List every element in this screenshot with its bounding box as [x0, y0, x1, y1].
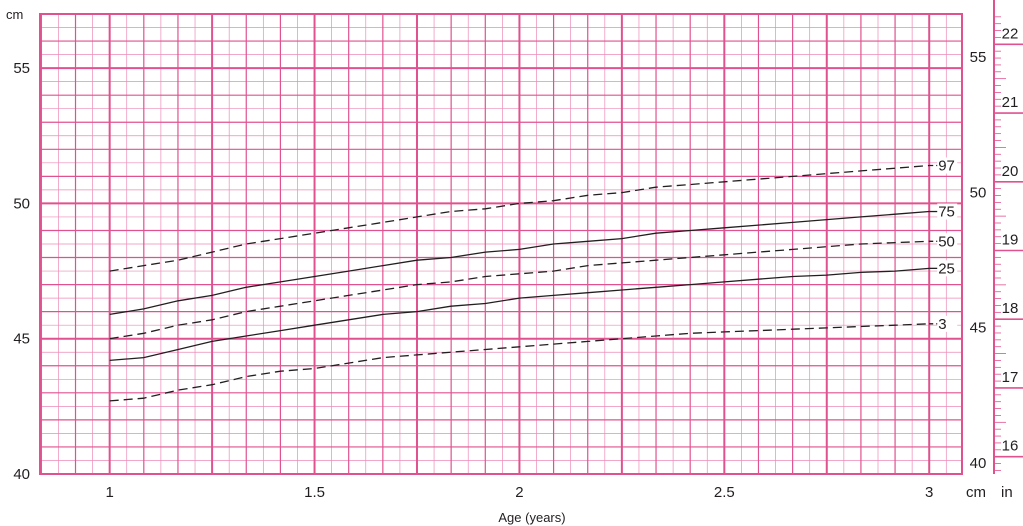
y-tick-label-left: 50 — [13, 195, 30, 212]
y-tick-label-right-in: 21 — [1002, 94, 1019, 111]
y-tick-label-right-cm: 55 — [970, 49, 987, 66]
y-tick-label-left: 45 — [13, 331, 30, 348]
percentile-label-75: 75 — [938, 204, 955, 221]
percentile-label-50: 50 — [938, 233, 955, 250]
percentile-lines: 97 75 50 25 3 — [109, 157, 958, 402]
y-tick-label-right-in: 16 — [1002, 438, 1019, 455]
minor-gridlines — [40, 14, 1023, 474]
y-tick-label-right-in: 18 — [1002, 300, 1019, 317]
major-gridlines — [39, 0, 995, 475]
percentile-line-75 — [109, 210, 930, 316]
percentile-label-25: 25 — [938, 260, 955, 277]
percentile-label-background — [937, 315, 958, 332]
y-tick-label-right-cm: 40 — [970, 455, 987, 472]
x-tick-label: 1 — [105, 484, 113, 501]
percentile-line-50 — [109, 240, 930, 340]
y-tick-label-right-in: 22 — [1002, 25, 1019, 42]
percentile-line-25 — [109, 267, 930, 362]
percentile-label-background — [937, 157, 958, 174]
y-tick-label-right-in: 17 — [1002, 369, 1019, 386]
tick-labels: 1 1.5 2 2.5 3 40 45 50 55 40 45 50 55 16 17 18 19 20 21 22 — [13, 25, 1018, 501]
y-tick-label-right-in: 19 — [1002, 231, 1019, 248]
y-tick-label-right-in: 20 — [1002, 163, 1019, 180]
x-tick-label: 2 — [515, 484, 523, 501]
x-tick-label: 3 — [925, 484, 933, 501]
percentile-line-3 — [109, 323, 930, 402]
y-tick-label-left: 55 — [13, 60, 30, 77]
plot-frame — [39, 13, 963, 475]
percentile-line-97 — [109, 164, 930, 272]
x-axis-label: Age (years) — [498, 510, 565, 525]
percentile-label-97: 97 — [938, 158, 955, 175]
right-axis-unit-in: in — [1001, 484, 1013, 501]
x-tick-label: 1.5 — [304, 484, 325, 501]
y-axis-label-cm: cm — [6, 7, 23, 22]
y-tick-label-right-cm: 45 — [970, 320, 987, 337]
y-tick-label-left: 40 — [13, 466, 30, 483]
right-axis-unit-cm: cm — [966, 484, 986, 501]
percentile-label-background — [937, 203, 958, 220]
y-tick-label-right-cm: 50 — [970, 184, 987, 201]
percentile-label-background — [937, 260, 958, 277]
x-tick-label: 2.5 — [714, 484, 735, 501]
percentile-label-background — [937, 233, 958, 250]
percentile-label-3: 3 — [938, 316, 946, 333]
